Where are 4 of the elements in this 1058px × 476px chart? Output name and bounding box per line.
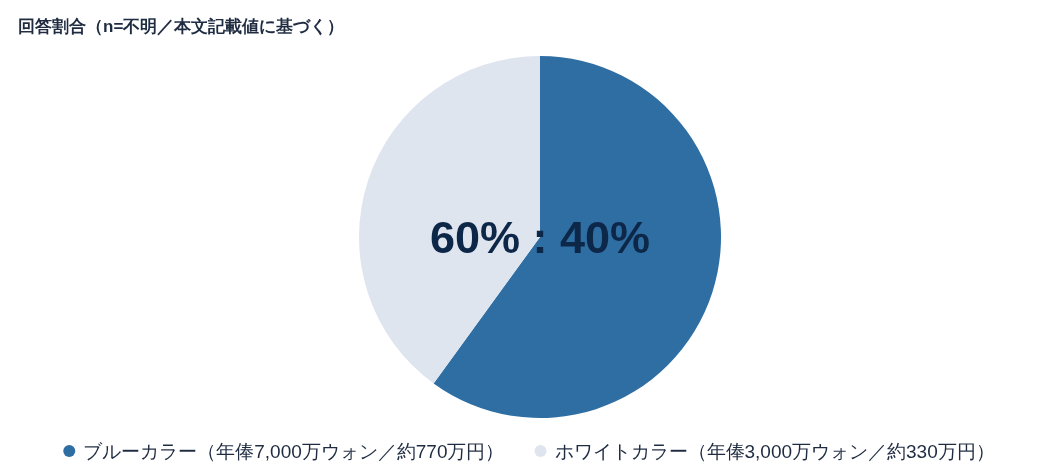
chart-title: 回答割合（n=不明／本文記載値に基づく） (18, 17, 345, 36)
text: 60% : 40% (429, 212, 651, 263)
legend-label: ブルーカラー（年俸7,000万ウォン／約770万円） (83, 441, 505, 462)
legend-label: ホワイトカラー（年俸3,000万ウォン／約330万円） (554, 441, 995, 462)
